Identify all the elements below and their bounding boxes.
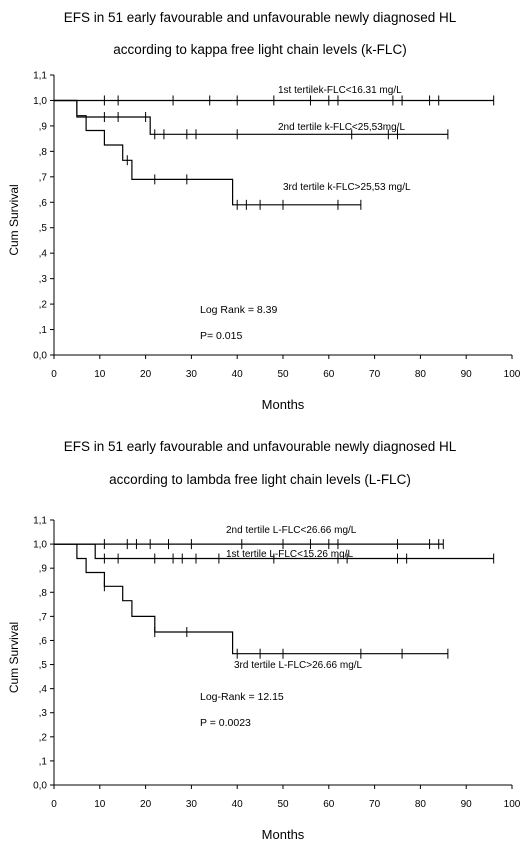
y-tick-label: 1,1 (33, 71, 47, 82)
x-tick-label: 30 (186, 799, 198, 810)
x-tick-label: 80 (415, 369, 427, 380)
series-label: 3rd tertile k-FLC>25,53 mg/L (283, 182, 411, 193)
x-tick-label: 80 (415, 799, 427, 810)
x-tick-label: 100 (504, 799, 520, 810)
y-tick-label: ,8 (39, 147, 48, 158)
y-tick-label: 0,0 (33, 781, 47, 792)
x-tick-label: 20 (140, 369, 152, 380)
y-tick-label: ,6 (39, 636, 48, 647)
chart-title-line1: EFS in 51 early favourable and unfavoura… (63, 10, 457, 25)
km-chart-kappa-panel: EFS in 51 early favourable and unfavoura… (7, 10, 520, 413)
y-tick-label: ,2 (39, 732, 48, 743)
x-tick-label: 90 (461, 369, 473, 380)
km-chart-lambda-panel: EFS in 51 early favourable and unfavoura… (0, 430, 520, 859)
x-tick-label: 60 (323, 369, 335, 380)
log-rank-annotation: Log-Rank = 12.15 (200, 691, 284, 703)
x-tick-label: 40 (232, 369, 244, 380)
y-axis-label: Cum Survival (7, 622, 21, 693)
x-tick-label: 10 (94, 799, 106, 810)
x-tick-label: 50 (277, 369, 289, 380)
x-tick-label: 70 (369, 799, 381, 810)
series-line (54, 543, 448, 655)
y-tick-label: ,9 (39, 121, 48, 132)
y-tick-label: ,1 (39, 325, 48, 336)
log-rank-annotation: Log Rank = 8.39 (200, 304, 278, 316)
x-axis-label: Months (262, 827, 305, 842)
y-tick-label: ,5 (39, 223, 48, 234)
series-label: 1st tertilek-FLC<16.31 mg/L (278, 85, 402, 96)
x-tick-label: 50 (277, 799, 289, 810)
chart-title-line2: according to lambda free light chain lev… (109, 472, 411, 487)
y-tick-label: 1,0 (33, 540, 47, 551)
series-line (54, 99, 361, 206)
x-tick-label: 100 (504, 369, 520, 380)
x-tick-label: 70 (369, 369, 381, 380)
y-tick-label: ,4 (39, 684, 48, 695)
y-tick-label: 0,0 (33, 351, 47, 362)
series-label: 1st tertile L-FLC<15.26 mg/L (226, 549, 353, 560)
p-value-annotation: P = 0.0023 (200, 717, 251, 729)
km-plot-kappa: 0,0 ,1 ,2 ,3 ,4 ,5 ,6 ,7 ,8 ,9 1,0 1,1 0 10 20 30 40 50 60… (7, 71, 520, 413)
x-tick-label: 30 (186, 369, 198, 380)
series-label: 2nd tertile L-FLC<26.66 mg/L (226, 525, 357, 536)
y-tick-label: 1,1 (33, 516, 47, 527)
x-tick-label: 0 (51, 799, 57, 810)
y-tick-label: ,6 (39, 198, 48, 209)
y-tick-label: ,5 (39, 660, 48, 671)
x-tick-label: 0 (51, 369, 57, 380)
x-axis-label: Months (262, 397, 305, 412)
x-tick-label: 40 (232, 799, 244, 810)
y-tick-label: 1,0 (33, 96, 47, 107)
y-tick-label: ,9 (39, 564, 48, 575)
chart-title-line2: according to kappa free light chain leve… (113, 42, 407, 57)
chart-title-line1: EFS in 51 early favourable and unfavoura… (63, 439, 457, 454)
series-label: 3rd tertile L-FLC>26.66 mg/L (234, 660, 363, 671)
y-tick-label: ,1 (39, 756, 48, 767)
y-tick-label: ,2 (39, 300, 48, 311)
y-tick-label: ,4 (39, 249, 48, 260)
y-tick-label: ,8 (39, 588, 48, 599)
y-axis-label: Cum Survival (7, 184, 21, 255)
p-value-annotation: P= 0.015 (200, 330, 242, 342)
y-tick-label: ,7 (39, 612, 48, 623)
x-tick-label: 60 (323, 799, 335, 810)
series-label: 2nd tertile k-FLC<25,53mg/L (278, 122, 405, 133)
y-tick-label: ,3 (39, 708, 48, 719)
x-tick-label: 20 (140, 799, 152, 810)
x-tick-label: 10 (94, 369, 106, 380)
km-plot-lambda: 0,0 ,1 ,2 ,3 ,4 ,5 ,6 ,7 ,8 ,9 1,0 1,1 0 10 20 30 40 50 60… (7, 516, 520, 843)
y-tick-label: ,3 (39, 274, 48, 285)
x-tick-label: 90 (461, 799, 473, 810)
y-tick-label: ,7 (39, 172, 48, 183)
